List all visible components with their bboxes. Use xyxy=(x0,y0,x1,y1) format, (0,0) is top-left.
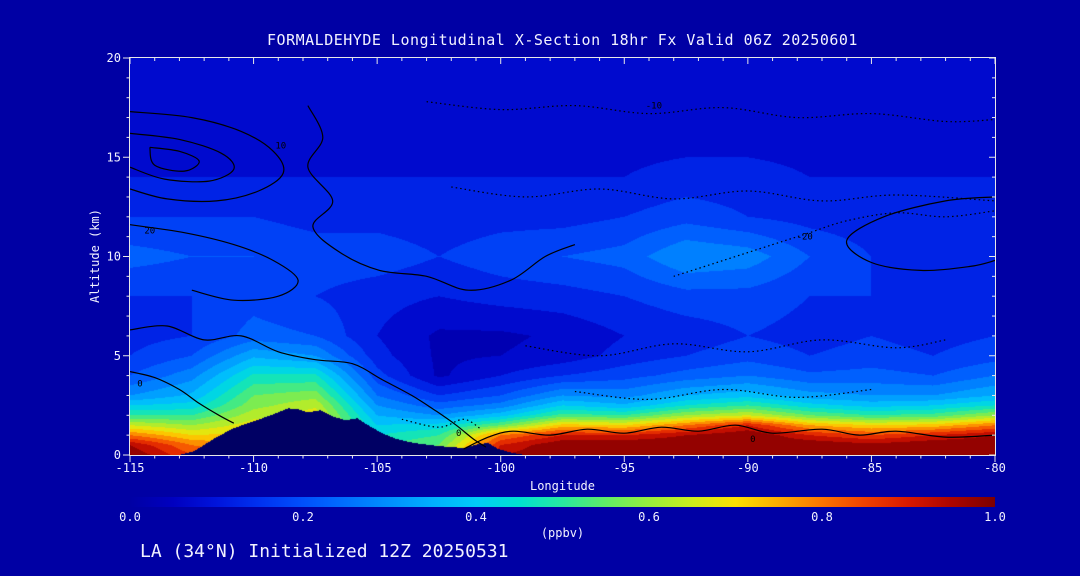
contour-label: 0 xyxy=(137,380,142,390)
x-tick-label: -85 xyxy=(861,461,883,475)
x-tick-label: -95 xyxy=(613,461,635,475)
colorbar-tick-label: 1.0 xyxy=(984,510,1006,524)
contour-line xyxy=(130,371,235,424)
y-tick-label: 15 xyxy=(107,150,121,164)
contour-label: 0 xyxy=(456,429,461,439)
contour-overlay: 10 20 -10 -20 0 0 0 xyxy=(130,101,995,450)
y-tick-label: 0 xyxy=(114,448,121,462)
contour-line xyxy=(130,132,235,183)
contour-line xyxy=(846,196,995,272)
contour-line xyxy=(307,105,576,291)
contour-line xyxy=(673,210,995,277)
contour-label: -20 xyxy=(797,233,813,243)
x-tick-label: -80 xyxy=(984,461,1006,475)
x-tick-label: -90 xyxy=(737,461,759,475)
colorbar-tick-label: 0.0 xyxy=(119,510,141,524)
y-tick-label: 20 xyxy=(107,51,121,65)
colorbar xyxy=(130,497,995,507)
contour-line xyxy=(525,339,946,357)
colorbar-tick-label: 0.4 xyxy=(465,510,487,524)
contour-line xyxy=(149,146,200,172)
contour-line xyxy=(130,325,487,448)
plot-area: 10 20 -10 -20 0 0 0 xyxy=(130,58,995,455)
y-axis-label: Altitude (km) xyxy=(88,209,102,303)
contour-label: -10 xyxy=(646,102,662,112)
contour-line xyxy=(130,111,285,203)
contour-label: 10 xyxy=(275,141,286,151)
contour-line xyxy=(463,424,995,450)
contour-label: 20 xyxy=(144,227,155,237)
x-tick-label: -110 xyxy=(239,461,268,475)
contour-line xyxy=(574,388,872,401)
contour-label: 0 xyxy=(750,435,755,445)
x-tick-label: -105 xyxy=(363,461,392,475)
chart-title: FORMALDEHYDE Longitudinal X-Section 18hr… xyxy=(267,31,858,49)
colorbar-tick-label: 0.2 xyxy=(292,510,314,524)
x-axis-label: Longitude xyxy=(529,479,596,493)
contour-line xyxy=(451,186,995,202)
contour-line xyxy=(426,101,995,123)
colorbar-units: (ppbv) xyxy=(540,526,585,540)
x-tick-label: -100 xyxy=(486,461,515,475)
colorbar-tick-label: 0.8 xyxy=(811,510,833,524)
init-label: LA (34°N) Initialized 12Z 20250531 xyxy=(140,541,509,562)
colorbar-tick-label: 0.6 xyxy=(638,510,660,524)
contour-line xyxy=(401,418,482,430)
y-tick-label: 5 xyxy=(114,349,121,363)
y-tick-label: 10 xyxy=(107,250,121,264)
x-tick-label: -115 xyxy=(116,461,145,475)
